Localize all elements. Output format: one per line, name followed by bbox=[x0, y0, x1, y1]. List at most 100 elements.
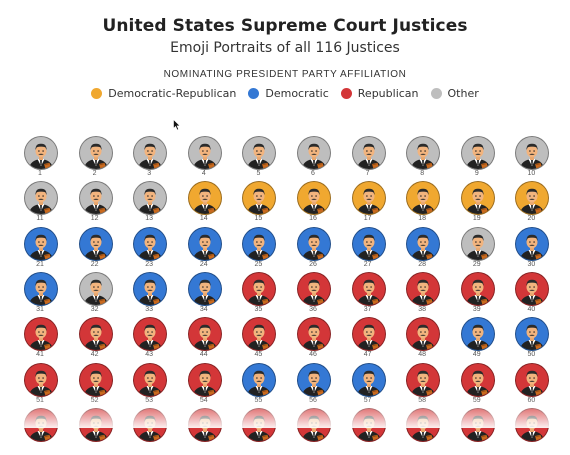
justice-portrait[interactable]: 24 bbox=[187, 226, 225, 274]
justice-portrait[interactable] bbox=[514, 407, 552, 455]
page-subtitle: Emoji Portraits of all 116 Justices bbox=[170, 40, 400, 56]
justice-portrait[interactable]: 53 bbox=[132, 362, 170, 410]
justice-number: 42 bbox=[90, 351, 99, 359]
legend-swatch-democratic-republican bbox=[91, 88, 103, 99]
justice-portrait[interactable]: 25 bbox=[241, 226, 279, 274]
justice-number: 34 bbox=[199, 305, 208, 313]
legend-item-democratic: Democratic bbox=[248, 87, 329, 100]
justice-number: 53 bbox=[145, 396, 154, 404]
justice-number: 50 bbox=[527, 351, 536, 359]
justice-portrait[interactable]: 52 bbox=[78, 362, 116, 410]
justice-portrait[interactable]: 49 bbox=[460, 316, 498, 364]
justice-portrait[interactable]: 34 bbox=[187, 271, 225, 319]
justice-portrait[interactable]: 23 bbox=[132, 226, 170, 274]
justice-emoji-icon bbox=[187, 226, 222, 261]
justice-portrait[interactable]: 6 bbox=[296, 135, 334, 183]
justice-portrait[interactable]: 51 bbox=[23, 362, 61, 410]
justice-portrait[interactable]: 3 bbox=[132, 135, 170, 183]
justice-portrait[interactable] bbox=[460, 407, 498, 455]
justice-portrait[interactable]: 55 bbox=[241, 362, 279, 410]
justice-portrait[interactable]: 42 bbox=[78, 316, 116, 364]
justice-portrait[interactable]: 37 bbox=[351, 271, 389, 319]
justice-portrait[interactable]: 11 bbox=[23, 180, 61, 228]
justice-portrait[interactable]: 45 bbox=[241, 316, 279, 364]
justice-portrait[interactable]: 59 bbox=[460, 362, 498, 410]
justice-portrait[interactable]: 18 bbox=[405, 180, 443, 228]
justice-portrait[interactable]: 41 bbox=[23, 316, 61, 364]
justice-number: 38 bbox=[418, 305, 427, 313]
justice-portrait[interactable]: 17 bbox=[351, 180, 389, 228]
justice-emoji-icon bbox=[78, 181, 113, 216]
justice-emoji-icon bbox=[297, 271, 331, 306]
justice-emoji-icon bbox=[24, 271, 58, 306]
justice-portrait[interactable]: 60 bbox=[514, 362, 552, 410]
justice-emoji-icon bbox=[515, 136, 550, 170]
justice-portrait[interactable] bbox=[351, 407, 389, 455]
justice-portrait[interactable]: 36 bbox=[296, 271, 334, 319]
justice-portrait[interactable]: 48 bbox=[405, 316, 443, 364]
justice-portrait[interactable]: 31 bbox=[23, 271, 61, 319]
justice-portrait[interactable]: 19 bbox=[460, 180, 498, 228]
justice-portrait[interactable]: 50 bbox=[514, 316, 552, 364]
justice-portrait[interactable] bbox=[296, 407, 334, 455]
justice-emoji-icon bbox=[133, 317, 168, 352]
justice-portrait[interactable]: 26 bbox=[296, 226, 334, 274]
justice-portrait[interactable] bbox=[78, 407, 116, 455]
justice-emoji-icon bbox=[133, 181, 168, 216]
justice-portrait[interactable]: 13 bbox=[132, 180, 170, 228]
justice-portrait[interactable]: 38 bbox=[405, 271, 443, 319]
justice-number: 49 bbox=[472, 351, 481, 359]
justice-portrait[interactable]: 12 bbox=[78, 180, 116, 228]
justice-emoji-icon bbox=[24, 317, 58, 352]
justice-portrait[interactable]: 16 bbox=[296, 180, 334, 228]
justice-portrait[interactable]: 8 bbox=[405, 135, 443, 183]
justice-emoji-icon bbox=[187, 181, 222, 216]
justice-portrait[interactable]: 22 bbox=[78, 226, 116, 274]
justice-portrait[interactable]: 29 bbox=[460, 226, 498, 274]
justice-portrait[interactable]: 43 bbox=[132, 316, 170, 364]
justice-number: 3 bbox=[147, 170, 152, 177]
justice-portrait[interactable]: 33 bbox=[132, 271, 170, 319]
justice-portrait[interactable]: 56 bbox=[296, 362, 334, 410]
justice-number: 59 bbox=[472, 396, 481, 404]
justice-portrait[interactable]: 1 bbox=[23, 135, 61, 183]
justice-portrait[interactable] bbox=[241, 407, 279, 455]
justice-emoji-icon bbox=[297, 317, 331, 352]
justice-portrait[interactable] bbox=[23, 407, 61, 455]
justice-portrait[interactable]: 40 bbox=[514, 271, 552, 319]
justice-portrait[interactable]: 57 bbox=[351, 362, 389, 410]
justice-portrait[interactable]: 10 bbox=[514, 135, 552, 183]
justice-portrait[interactable]: 15 bbox=[241, 180, 279, 228]
justice-number: 13 bbox=[145, 215, 154, 223]
justice-portrait[interactable]: 32 bbox=[78, 271, 116, 319]
justice-portrait[interactable] bbox=[132, 407, 170, 455]
justice-portrait[interactable]: 28 bbox=[405, 226, 443, 274]
justice-portrait[interactable]: 30 bbox=[514, 226, 552, 274]
justice-grid: 1 2 3 4 5 6 7 8 9 10 11 12 13 14 15 16 17 18 19 20 21 22 23 24 2… bbox=[23, 135, 552, 442]
justice-portrait[interactable]: 5 bbox=[241, 135, 279, 183]
justice-portrait[interactable]: 20 bbox=[514, 180, 552, 228]
justice-portrait[interactable]: 4 bbox=[187, 135, 225, 183]
justice-portrait[interactable] bbox=[405, 407, 443, 455]
justice-portrait[interactable]: 47 bbox=[351, 316, 389, 364]
justice-portrait[interactable]: 14 bbox=[187, 180, 225, 228]
justice-portrait[interactable]: 21 bbox=[23, 226, 61, 274]
justice-portrait[interactable]: 54 bbox=[187, 362, 225, 410]
legend-item-other: Other bbox=[430, 87, 479, 100]
legend-label-other: Other bbox=[447, 87, 479, 100]
justice-portrait[interactable]: 7 bbox=[351, 135, 389, 183]
justice-portrait[interactable]: 35 bbox=[241, 271, 279, 319]
justice-emoji-icon bbox=[351, 317, 386, 352]
justice-portrait[interactable]: 58 bbox=[405, 362, 443, 410]
justice-portrait[interactable]: 27 bbox=[351, 226, 389, 274]
justice-portrait[interactable]: 44 bbox=[187, 316, 225, 364]
justice-portrait[interactable]: 46 bbox=[296, 316, 334, 364]
justice-emoji-icon bbox=[187, 136, 222, 170]
justice-emoji-icon bbox=[133, 362, 168, 397]
justice-portrait[interactable]: 39 bbox=[460, 271, 498, 319]
legend-label-democratic-republican: Democratic-Republican bbox=[108, 87, 237, 100]
justice-emoji-icon bbox=[460, 362, 495, 397]
justice-portrait[interactable] bbox=[187, 407, 225, 455]
justice-portrait[interactable]: 9 bbox=[460, 135, 498, 183]
justice-portrait[interactable]: 2 bbox=[78, 135, 116, 183]
